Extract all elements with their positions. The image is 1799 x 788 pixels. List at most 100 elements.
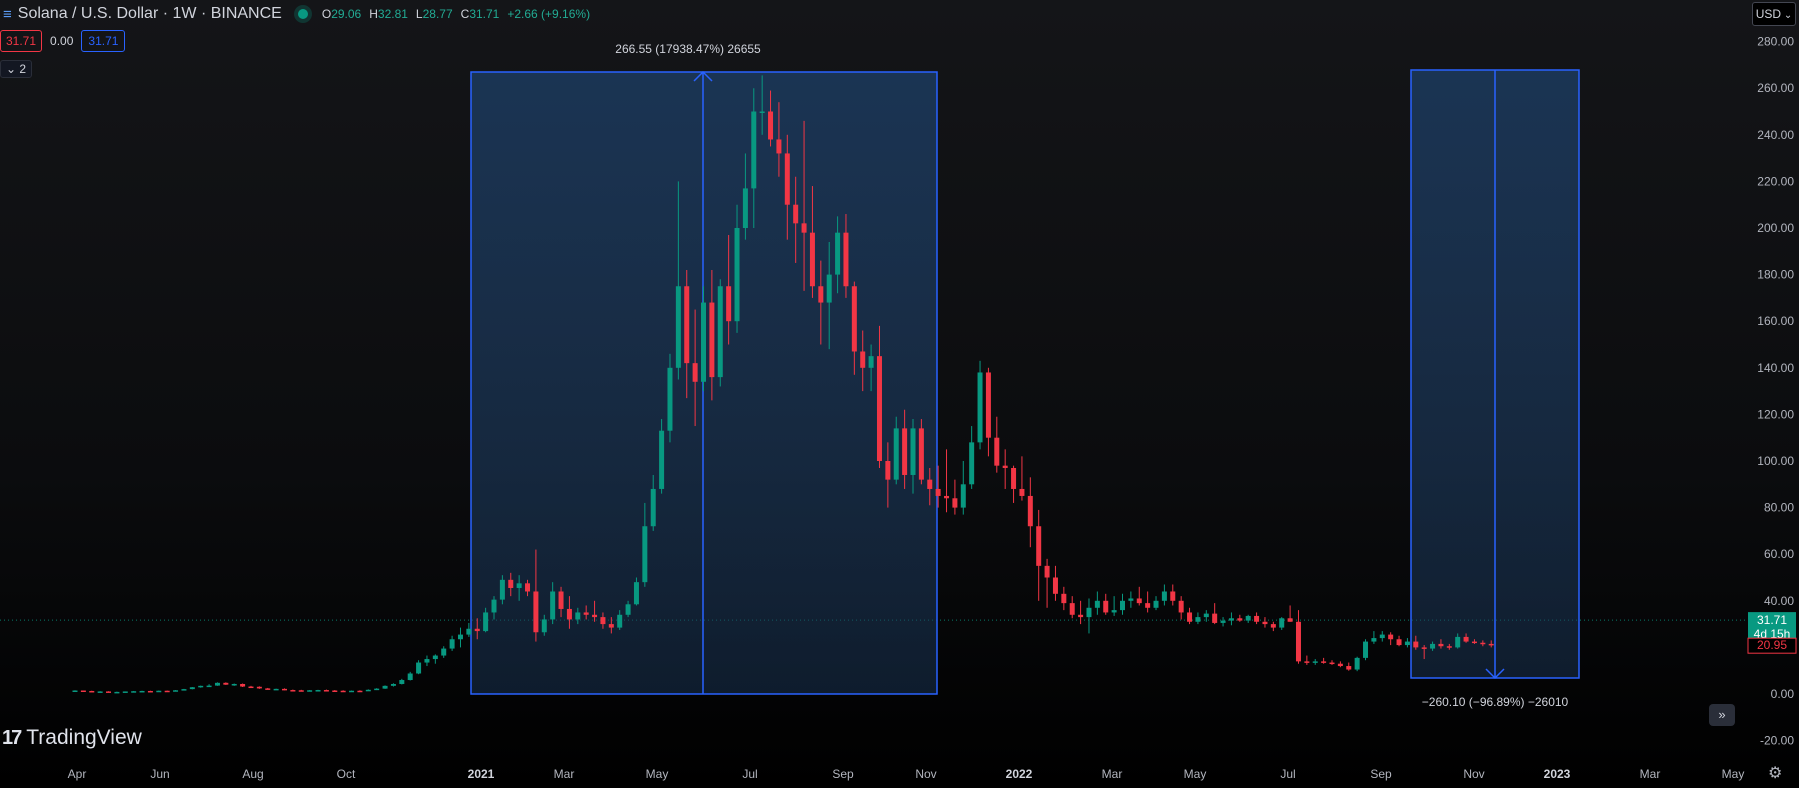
candle [516,575,522,601]
candle [1321,657,1327,664]
candle [1061,586,1067,611]
candle-body [617,614,623,628]
candle [994,416,1000,473]
candle-body [181,689,187,691]
candle-body [1052,577,1058,594]
candle [1463,633,1469,643]
candle-body [198,685,204,688]
last-price-tag-value: 31.71 [1757,613,1787,627]
candle-body [1103,600,1109,613]
candle-body [952,498,958,508]
sell-button[interactable]: 31.71 [0,30,43,52]
candle [382,685,388,689]
measurement-drawings[interactable]: 266.55 (17938.47%) 26655 −260.10 (−96.89%… [470,42,1580,709]
candle-body [927,479,933,489]
candle [290,689,296,692]
candle-body [1061,593,1067,604]
candle-body [977,372,983,443]
measure-label-down: −260.10 (−96.89%) −26010 [1422,695,1569,709]
candle [751,88,757,228]
candle-body [918,428,924,480]
candle [106,691,112,693]
candle [508,572,514,597]
candle [131,690,137,693]
candle-body [835,232,841,275]
candle [1245,614,1251,623]
buy-button[interactable]: 31.71 [81,30,126,52]
high-value: 32.81 [377,7,408,21]
x-tick-label: May [646,767,669,781]
candle-body [1203,613,1209,618]
candle-body [173,690,179,692]
candle-body [1237,618,1243,621]
candle [307,690,313,692]
candle [541,614,547,636]
candle [1363,639,1369,661]
chevron-down-icon: ⌄ [6,62,17,76]
candle [776,102,782,177]
candle [659,419,665,494]
candle-body [684,286,690,364]
candle [1446,643,1452,650]
candle-body [533,591,539,633]
candle-body [1321,661,1327,663]
x-tick-label: May [1722,767,1745,781]
candle-body [910,428,916,475]
scroll-to-realtime-button[interactable]: » [1709,704,1735,726]
candle [952,479,958,515]
candle-body [1086,607,1092,618]
x-tick-label: Nov [915,767,936,781]
candle [156,690,162,693]
candle-body [365,689,371,692]
candle-body [499,579,505,600]
close-price-tag-value: 20.95 [1757,638,1787,652]
candle-body [902,428,908,475]
candle [206,684,212,688]
currency-button[interactable]: USD ⌄ [1752,2,1796,26]
open-value: 29.06 [331,7,362,21]
tradingview-logo[interactable]: 17 TradingView [2,726,142,750]
gear-icon[interactable]: ⚙ [1768,765,1783,782]
candle-body [1371,638,1377,642]
indicators-toggle[interactable]: ⌄ 2 [0,60,33,78]
candle [902,409,908,489]
x-tick-label: Jun [150,767,169,781]
candle [449,635,455,651]
candle [1203,610,1209,622]
candle [1036,509,1042,601]
candle [918,419,924,485]
candle [1471,639,1477,644]
candle-body [1019,488,1025,496]
candle [466,622,472,637]
candle [608,617,614,634]
chart-header: ≡ Solana / U.S. Dollar · 1W · BINANCE O2… [0,4,590,24]
candle-body [1279,618,1285,628]
candle-body [868,356,874,368]
candle-body [1044,565,1050,578]
candle [1103,593,1109,615]
candle [885,442,891,508]
candle-body [382,685,388,689]
candle [1011,465,1017,503]
candle-body [742,188,748,228]
candle-body [1078,614,1084,618]
candle-body [851,286,857,352]
candle-body [240,683,246,687]
candle [231,683,237,686]
x-tick-label: Sep [832,767,854,781]
candle [198,685,204,688]
candle-body [1312,661,1318,663]
candle-body [734,228,740,322]
candle [365,689,371,692]
candle-body [298,690,304,692]
x-tick-label: Aug [242,767,263,781]
candle [1237,614,1243,622]
candle [457,627,463,648]
candle-body [131,691,137,693]
symbol-title[interactable]: Solana / U.S. Dollar · 1W · BINANCE [17,5,282,22]
candle-body [659,430,665,489]
hamburger-icon[interactable]: ≡ [3,5,12,23]
candle-body [1354,657,1360,670]
candle-body [1002,465,1008,468]
